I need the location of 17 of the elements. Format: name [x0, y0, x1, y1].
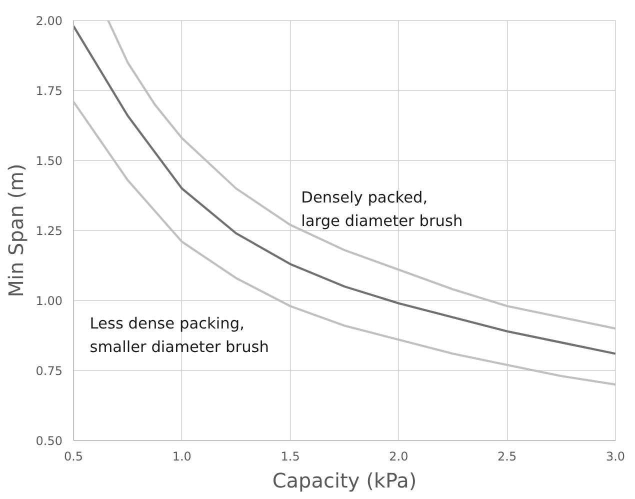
annotation: Densely packed, large diameter brush: [301, 188, 463, 230]
annotation: Less dense packing, smaller diameter brush: [90, 314, 270, 356]
y-tick-label: 1.75: [36, 84, 62, 98]
y-tick-label: 1.25: [36, 224, 62, 238]
x-tick-label: 1.5: [280, 450, 300, 464]
y-tick-label: 1.50: [36, 154, 62, 168]
y-tick-label: 2.00: [36, 14, 62, 28]
x-tick-label: 1.0: [172, 450, 192, 464]
x-tick-label: 2.0: [389, 450, 408, 464]
y-tick-label: 0.50: [36, 434, 62, 448]
x-tick-label: 3.0: [606, 450, 626, 464]
y-tick-label: 1.00: [36, 294, 62, 308]
x-tick-label: 0.5: [64, 450, 84, 464]
x-tick-label: 2.5: [498, 450, 517, 464]
y-tick-label: 0.75: [36, 364, 62, 378]
x-axis-title: Capacity (kPa): [272, 468, 417, 492]
y-axis-title: Min Span (m): [4, 164, 28, 298]
